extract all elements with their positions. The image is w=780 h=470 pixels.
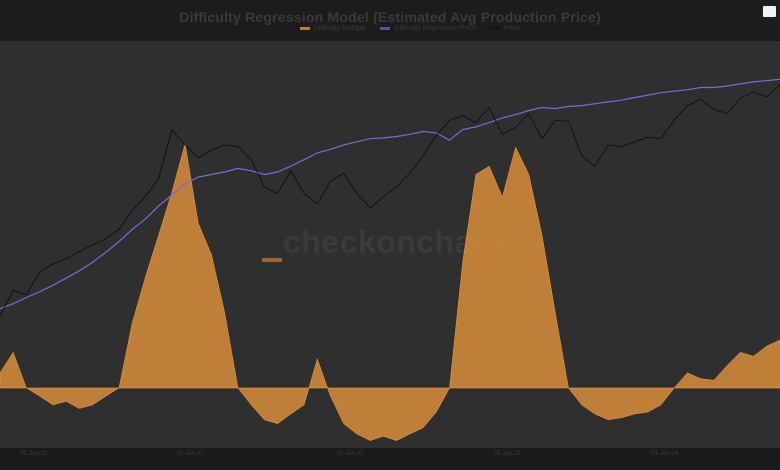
legend-swatch-regression (380, 27, 391, 30)
x-tick-label: 01-Jan-21 (176, 451, 204, 457)
difficulty-regression-line (0, 78, 780, 310)
legend-item-regression[interactable]: Difficulty Regression Price (380, 25, 476, 32)
legend-label-regression: Difficulty Regression Price (394, 25, 476, 32)
x-tick-label: 01-Jan-22 (336, 451, 364, 457)
x-tick-label: 01-Jan-24 (651, 451, 679, 457)
legend-item-multiple[interactable]: Difficulty Multiple (300, 25, 366, 32)
header: Difficulty Regression Model (Estimated A… (0, 0, 780, 40)
legend-item-price[interactable]: Price (489, 25, 520, 32)
chart-title: Difficulty Regression Model (Estimated A… (179, 9, 601, 25)
x-tick-label: 01-Jan-20 (20, 451, 48, 457)
x-axis: 01-Jan-20 01-Jan-21 01-Jan-22 01-Jan-23 … (0, 448, 780, 470)
price-line (0, 84, 780, 317)
watermark-mark (262, 258, 282, 262)
difficulty-multiple-area (0, 143, 780, 441)
legend: Difficulty Multiple Difficulty Regressio… (300, 25, 520, 32)
x-tick-label: 01-Jan-23 (493, 451, 521, 457)
menu-button[interactable] (763, 6, 776, 17)
legend-swatch-multiple (300, 27, 310, 30)
legend-swatch-price (489, 27, 500, 30)
legend-label-multiple: Difficulty Multiple (314, 25, 367, 32)
legend-label-price: Price (503, 25, 520, 32)
